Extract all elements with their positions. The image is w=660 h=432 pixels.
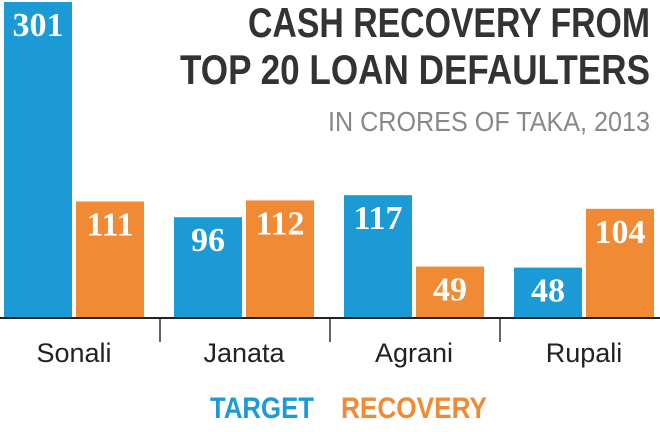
legend-label: RECOVERY (341, 392, 487, 425)
bar (246, 200, 314, 318)
bar (76, 201, 144, 318)
bar (174, 217, 242, 318)
bar (586, 208, 654, 318)
data-label: 117 (353, 200, 402, 237)
x-tick-label: Janata (203, 338, 285, 368)
legend-label: TARGET (210, 392, 314, 425)
chart-subtitle: IN CRORES OF TAKA, 2013 (328, 106, 650, 137)
data-label: 104 (595, 214, 646, 251)
x-tick-label: Sonali (36, 338, 111, 368)
data-label: 112 (255, 205, 304, 242)
bar (344, 195, 412, 318)
data-label: 96 (191, 222, 225, 259)
bar (4, 2, 72, 318)
data-label: 111 (86, 206, 133, 243)
chart-title: TOP 20 LOAN DEFAULTERS (180, 46, 650, 93)
chart-title: CASH RECOVERY FROM (248, 0, 650, 46)
x-tick-label: Agrani (375, 338, 453, 368)
bar (514, 267, 582, 318)
data-label: 49 (433, 272, 467, 309)
data-label: 48 (531, 273, 565, 310)
data-label: 301 (13, 7, 64, 44)
bar (416, 266, 484, 318)
x-tick-label: Rupali (546, 338, 623, 368)
